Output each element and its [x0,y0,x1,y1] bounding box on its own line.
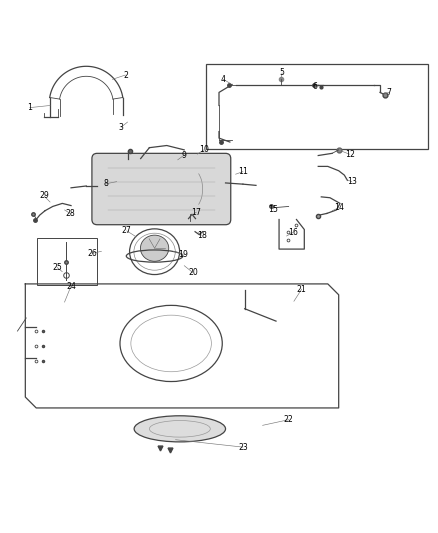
Text: 24: 24 [66,281,76,290]
Text: 3: 3 [119,123,124,132]
Text: 29: 29 [39,191,49,200]
Text: 20: 20 [188,268,198,277]
Text: 15: 15 [268,205,278,214]
Text: 28: 28 [65,209,75,218]
Text: 1: 1 [27,103,32,112]
Ellipse shape [134,416,226,442]
Text: 22: 22 [284,415,293,424]
Text: 5: 5 [280,68,285,77]
Text: 18: 18 [197,231,207,240]
Text: 6: 6 [312,82,317,91]
Text: 25: 25 [52,263,62,272]
Bar [206,64,428,149]
Text: 10: 10 [199,146,208,155]
Text: 13: 13 [347,177,357,186]
Text: 26: 26 [87,249,97,258]
Text: 7: 7 [386,88,391,97]
Text: 16: 16 [288,228,298,237]
Text: 19: 19 [178,250,188,259]
Bar [37,238,97,285]
Text: 17: 17 [191,207,201,216]
Text: 11: 11 [238,167,248,176]
Text: 9: 9 [182,151,187,159]
Text: 4: 4 [221,75,226,84]
Text: 2: 2 [123,70,128,79]
Text: 12: 12 [345,150,354,159]
Ellipse shape [141,235,169,261]
Text: 14: 14 [334,203,344,212]
Text: 27: 27 [122,227,131,235]
FancyBboxPatch shape [92,154,231,225]
Text: 23: 23 [238,442,248,451]
Text: 21: 21 [297,285,307,294]
Text: 8: 8 [103,179,108,188]
